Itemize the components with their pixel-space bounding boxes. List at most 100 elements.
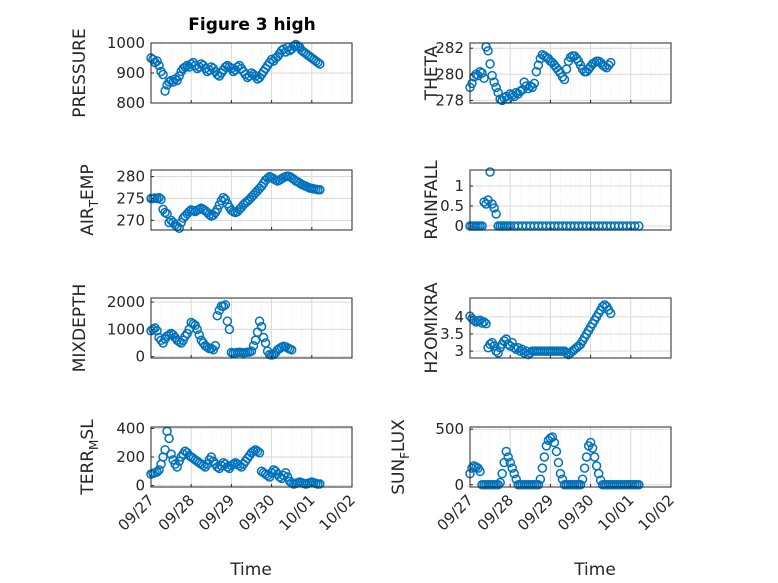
panel-pressure: 1000 900 800 PRESSURE (70, 28, 353, 118)
data-point (479, 317, 489, 327)
y-axis-label: RAINFALL (422, 160, 442, 240)
data-point (523, 83, 534, 94)
data-point (497, 468, 507, 479)
data-point (533, 480, 544, 490)
data-point (210, 340, 221, 351)
data-point (475, 466, 485, 477)
y-tick-label: 280 (435, 65, 464, 83)
data-point (481, 318, 491, 329)
data-point (561, 64, 572, 74)
data-point (591, 461, 602, 471)
data-point (505, 457, 515, 468)
y-tick-label: 282 (435, 39, 464, 57)
data-point (315, 59, 325, 69)
data-points (465, 42, 616, 106)
data-point (162, 209, 172, 219)
x-ticks (469, 227, 672, 230)
data-point (489, 77, 499, 87)
data-point (224, 324, 235, 335)
panel-mixdepth: 2000 1000 0 MIXDEPTH (70, 284, 353, 372)
y-ticks: 282 280 278 (435, 39, 473, 109)
data-point (491, 82, 501, 93)
data-point (313, 57, 323, 68)
x-tick-label: 10/01 (594, 491, 637, 534)
data-points (465, 167, 644, 231)
data-point (174, 336, 184, 347)
data-point (507, 463, 517, 473)
y-axis-label: PRESSURE (70, 28, 90, 117)
data-points (146, 426, 325, 489)
data-point (180, 331, 190, 341)
data-point (174, 223, 184, 233)
axes-box (469, 169, 672, 231)
data-point (577, 474, 588, 484)
data-point (503, 452, 513, 462)
data-point (589, 57, 600, 68)
y-tick-label: 400 (116, 419, 145, 437)
data-point (587, 443, 598, 453)
data-point (252, 446, 263, 457)
data-point (220, 62, 231, 72)
x-axis-label: Time (229, 560, 272, 580)
data-point (561, 348, 572, 358)
data-point (507, 337, 517, 348)
data-point (174, 71, 184, 81)
y-tick-label: 1000 (107, 34, 145, 52)
ylabel-pre: SUN (389, 459, 409, 495)
data-point (467, 463, 477, 473)
data-point (483, 46, 493, 56)
y-tick-label: 270 (116, 211, 145, 229)
data-point (535, 474, 546, 484)
data-point (220, 194, 231, 205)
data-point (164, 330, 174, 340)
data-point (176, 338, 186, 348)
x-tick-label: 10/02 (635, 491, 678, 534)
data-point (537, 463, 548, 473)
y-tick-label: 200 (116, 448, 145, 466)
axes-box (150, 169, 353, 231)
ylabel-pre: TERR (78, 450, 98, 496)
data-point (489, 203, 499, 213)
data-point (220, 300, 231, 310)
data-point (593, 468, 604, 479)
data-point (605, 57, 616, 68)
data-point (154, 192, 164, 203)
data-point (555, 468, 566, 479)
y-tick-label: 3.5 (440, 325, 464, 343)
x-tick-label: 09/27 (115, 491, 158, 534)
y-ticks: 2000 1000 0 (107, 293, 154, 366)
ylabel-post: SL (78, 419, 98, 440)
data-point (248, 446, 259, 457)
y-tick-label: 500 (435, 420, 464, 438)
data-point (485, 167, 495, 177)
data-point (479, 73, 489, 83)
x-tick-label: 09/30 (554, 491, 597, 534)
data-point (218, 301, 229, 311)
ylabel-pre: AIR (78, 207, 98, 236)
data-points (146, 300, 297, 360)
data-point (172, 75, 182, 86)
data-point (160, 86, 170, 96)
data-point (286, 345, 297, 355)
data-point (491, 209, 501, 219)
y-tick-label: 280 (116, 168, 145, 186)
data-point (509, 468, 519, 479)
y-tick-label: 0.5 (440, 197, 464, 215)
x-tick-label: 09/28 (155, 491, 198, 534)
y-tick-label: 0 (454, 476, 464, 494)
y-ticks: 43.53 (440, 308, 473, 360)
data-point (467, 78, 477, 89)
data-point (152, 467, 162, 477)
data-point (246, 346, 257, 356)
y-axis-label: H2OMIXRA (422, 282, 442, 373)
y-ticks: 500 0 (435, 420, 473, 494)
data-point (212, 310, 223, 321)
data-point (228, 459, 239, 469)
data-point (258, 332, 269, 343)
data-point (585, 437, 596, 448)
y-tick-label: 1000 (107, 320, 145, 338)
